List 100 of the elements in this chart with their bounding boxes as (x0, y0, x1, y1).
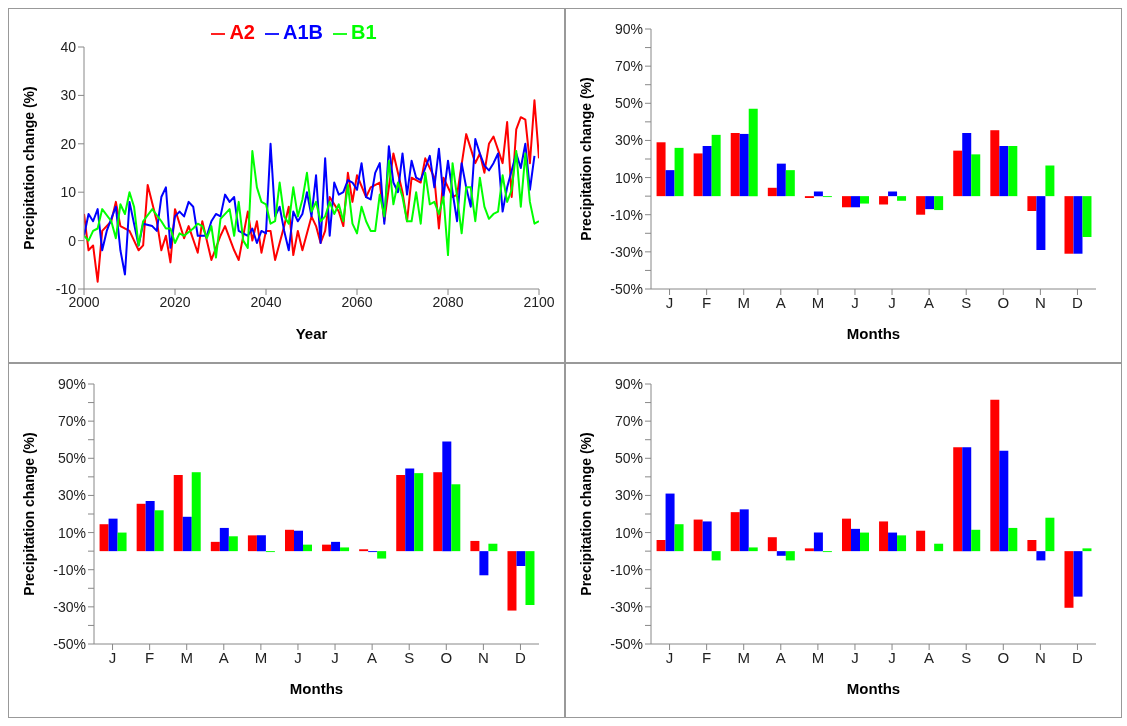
x-tick-label: J (665, 648, 674, 666)
bar (767, 187, 777, 197)
bar (879, 521, 889, 552)
bar (405, 468, 415, 552)
bar (962, 133, 972, 197)
y-axis-title: Precipitation change (%) (577, 432, 594, 596)
x-axis-title: Months (846, 325, 901, 342)
y-tick-label: -50% (610, 635, 643, 652)
bar (850, 528, 860, 552)
y-tick-label: 50% (614, 95, 643, 112)
x-tick-label: A (924, 648, 935, 666)
y-tick-label: 70% (614, 58, 643, 75)
x-tick-label: S (961, 648, 972, 666)
x-tick-label: N (1034, 293, 1046, 311)
y-tick-label: 0 (68, 232, 77, 249)
x-tick-label: M (180, 648, 193, 666)
x-tick-label: F (702, 293, 712, 311)
x-axis-title: Months (846, 680, 901, 697)
x-tick-label: A (218, 648, 229, 666)
bar (99, 524, 109, 552)
bar (1073, 551, 1083, 597)
bar (451, 484, 461, 552)
x-tick-label: O (997, 293, 1010, 311)
y-tick-label: 30 (60, 87, 77, 104)
bar (730, 133, 740, 197)
bar (841, 196, 851, 208)
bar (934, 543, 944, 552)
x-tick-label: 2080 (432, 293, 464, 310)
bar (507, 551, 517, 611)
bar (228, 536, 238, 552)
bar (1027, 196, 1037, 211)
bar (516, 551, 526, 566)
y-tick-label: 50% (57, 450, 86, 467)
y-tick-label: 30% (614, 132, 643, 149)
bar (284, 529, 294, 552)
bar (813, 532, 823, 552)
legend-label: B1 (351, 21, 377, 43)
x-tick-label: D (1072, 648, 1084, 666)
bar (916, 530, 926, 552)
bar (693, 519, 703, 552)
x-tick-label: A (775, 293, 786, 311)
bar (656, 540, 666, 552)
y-axis-title: Precipitation change (%) (577, 77, 594, 241)
bar (990, 399, 1000, 552)
bar (1082, 548, 1092, 552)
x-tick-label: J (331, 648, 339, 666)
bar (173, 475, 183, 552)
bar (1036, 551, 1046, 561)
bar (256, 535, 266, 552)
bar (479, 551, 489, 576)
x-tick-label: 2060 (341, 293, 373, 310)
bar (1073, 196, 1083, 254)
x-tick-label: M (811, 293, 825, 311)
x-tick-label: A (367, 648, 378, 666)
y-tick-label: 20 (60, 135, 77, 152)
bar (999, 450, 1009, 552)
y-tick-label: 10% (614, 169, 643, 186)
bar (674, 147, 684, 197)
bar (990, 130, 1000, 197)
x-tick-label: M (811, 648, 825, 666)
bar (925, 196, 935, 210)
bar (879, 196, 889, 205)
bar (154, 510, 164, 552)
bar (962, 447, 972, 552)
y-tick-label: 10 (60, 184, 77, 201)
x-axis-title: Year (295, 325, 328, 342)
bar (897, 535, 907, 552)
bar (182, 516, 192, 552)
x-tick-label: D (515, 648, 527, 666)
x-tick-label: N (477, 648, 489, 666)
bar (999, 146, 1009, 197)
line-series (84, 99, 539, 283)
line-series (84, 150, 539, 259)
bar (897, 196, 907, 201)
y-tick-label: -30% (610, 243, 643, 260)
bar (971, 154, 981, 197)
y-tick-label: 90% (614, 375, 643, 392)
x-tick-label: 2100 (523, 293, 555, 310)
bar (739, 133, 749, 197)
bar (702, 521, 712, 552)
bar (804, 548, 814, 552)
y-tick-label: 10% (614, 524, 643, 541)
bar (433, 472, 443, 552)
bar (1064, 196, 1074, 254)
bar (470, 540, 480, 552)
bar (1008, 146, 1018, 197)
bar (414, 473, 424, 552)
bar (1064, 551, 1074, 608)
bar (293, 530, 303, 552)
x-tick-label: M (737, 648, 750, 666)
bar (971, 529, 981, 552)
bar (1082, 196, 1092, 237)
bar (776, 163, 786, 197)
bar (702, 146, 712, 197)
bar (117, 532, 127, 552)
bar (665, 493, 675, 552)
bar (916, 196, 926, 215)
bar (302, 544, 312, 552)
bar (219, 527, 229, 552)
bar (665, 170, 675, 197)
